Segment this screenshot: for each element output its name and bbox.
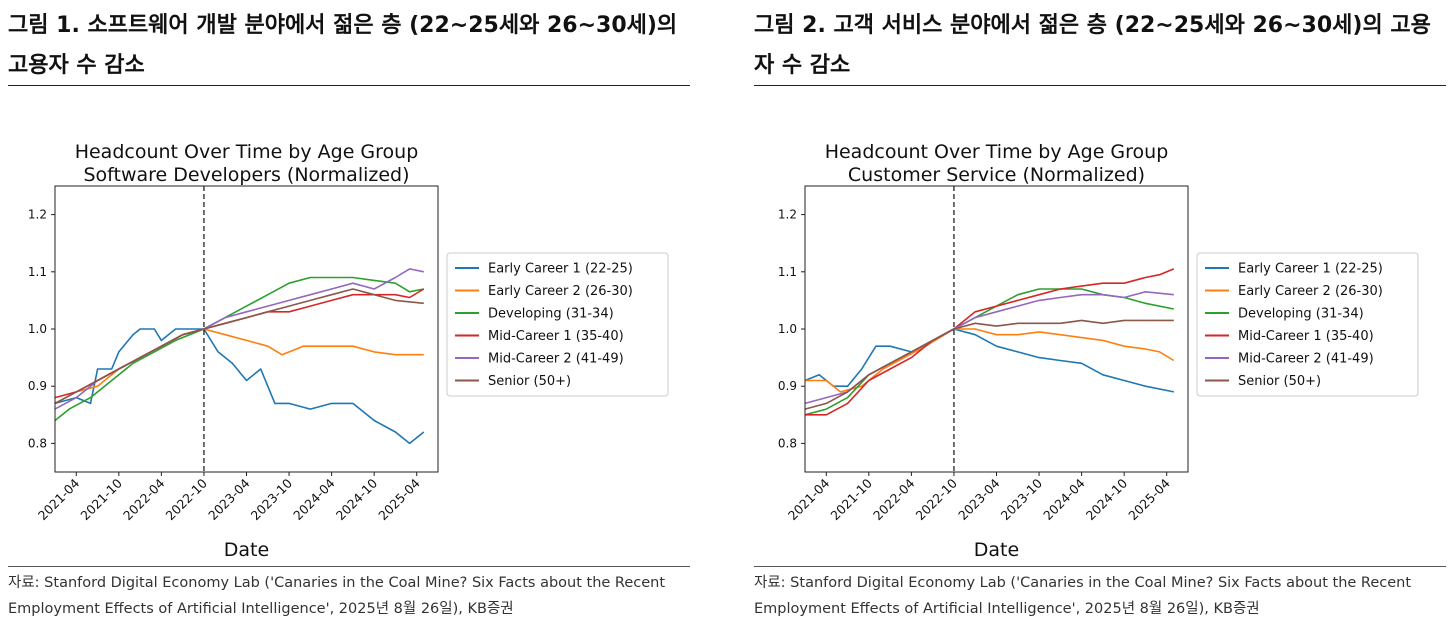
chart-customer-service: Headcount Over Time by Age GroupCustomer… [778, 141, 1419, 561]
x-tick-label: 2024-04 [1040, 475, 1088, 523]
chart-software-developers: Headcount Over Time by Age GroupSoftware… [28, 141, 669, 561]
chart-subtitle: Software Developers (Normalized) [83, 164, 409, 186]
series-line [805, 328, 1175, 393]
x-tick-label: 2024-10 [333, 475, 381, 523]
y-tick-label: 1.2 [28, 208, 47, 222]
x-axis-label: Date [974, 539, 1019, 561]
y-tick-label: 0.8 [778, 436, 797, 450]
legend-label: Early Career 1 (22-25) [1238, 262, 1383, 277]
x-tick-label: 2025-04 [1125, 475, 1173, 523]
x-tick-label: 2022-10 [163, 475, 211, 523]
chart-title: Headcount Over Time by Age Group [75, 141, 419, 163]
figure-title: 그림 1. 소프트웨어 개발 분야에서 젊은 층 (22~25세와 26~30세… [8, 13, 678, 78]
legend-label: Mid-Career 1 (35-40) [1238, 329, 1374, 344]
series-line [54, 288, 424, 405]
legend-label: Early Career 2 (26-30) [1238, 284, 1383, 299]
x-tick-label: 2023-04 [955, 475, 1003, 523]
legend-label: Developing (31-34) [488, 307, 614, 322]
x-tick-label: 2023-10 [998, 475, 1046, 523]
x-tick-label: 2022-04 [120, 475, 168, 523]
legend-box [1196, 252, 1419, 397]
legend-label: Early Career 1 (22-25) [488, 262, 633, 277]
legend-label: Senior (50+) [488, 374, 571, 389]
x-tick-label: 2024-04 [290, 475, 338, 523]
series-line [54, 328, 424, 405]
y-tick-label: 0.9 [28, 379, 47, 393]
title-rule [754, 85, 1446, 86]
legend-label: Mid-Career 2 (41-49) [1238, 352, 1374, 367]
source-rule [8, 566, 690, 567]
series-line [54, 276, 424, 422]
x-tick-label: 2023-10 [248, 475, 296, 523]
series-line [804, 328, 1174, 393]
chart-title: Headcount Over Time by Age Group [825, 141, 1169, 163]
series-line [54, 328, 425, 445]
legend-label: Early Career 2 (26-30) [488, 284, 633, 299]
legend-box [446, 252, 669, 397]
legend-label: Mid-Career 1 (35-40) [488, 329, 624, 344]
figure-title: 그림 2. 고객 서비스 분야에서 젊은 층 (22~25세와 26~30세)의… [754, 13, 1431, 78]
x-tick-label: 2025-04 [375, 475, 423, 523]
y-tick-label: 0.9 [778, 379, 797, 393]
legend-label: Senior (50+) [1238, 374, 1321, 389]
y-tick-label: 1.2 [778, 208, 797, 222]
x-tick-label: 2021-04 [785, 475, 833, 523]
chart-subtitle: Customer Service (Normalized) [848, 164, 1145, 186]
x-tick-label: 2023-04 [205, 475, 253, 523]
legend-label: Developing (31-34) [1238, 307, 1364, 322]
x-tick-label: 2022-04 [870, 475, 918, 523]
x-tick-label: 2021-10 [77, 475, 125, 523]
source-rule [754, 566, 1446, 567]
legend-label: Mid-Career 2 (41-49) [488, 352, 624, 367]
series-line [805, 268, 1175, 416]
plot-frame [804, 185, 1189, 473]
x-tick-label: 2024-10 [1083, 475, 1131, 523]
source-note: 자료: Stanford Digital Economy Lab ('Canar… [8, 575, 666, 617]
y-tick-label: 1.1 [28, 265, 47, 279]
x-tick-label: 2022-10 [913, 475, 961, 523]
y-tick-label: 0.8 [28, 436, 47, 450]
title-rule [8, 85, 690, 86]
plot-frame [54, 185, 439, 473]
y-tick-label: 1.0 [778, 322, 797, 336]
series-line [804, 319, 1174, 410]
source-note: 자료: Stanford Digital Economy Lab ('Canar… [754, 575, 1412, 617]
y-tick-label: 1.0 [28, 322, 47, 336]
y-tick-label: 1.1 [778, 265, 797, 279]
x-axis-label: Date [224, 539, 269, 561]
x-tick-label: 2021-10 [827, 475, 875, 523]
x-tick-label: 2021-04 [35, 475, 83, 523]
